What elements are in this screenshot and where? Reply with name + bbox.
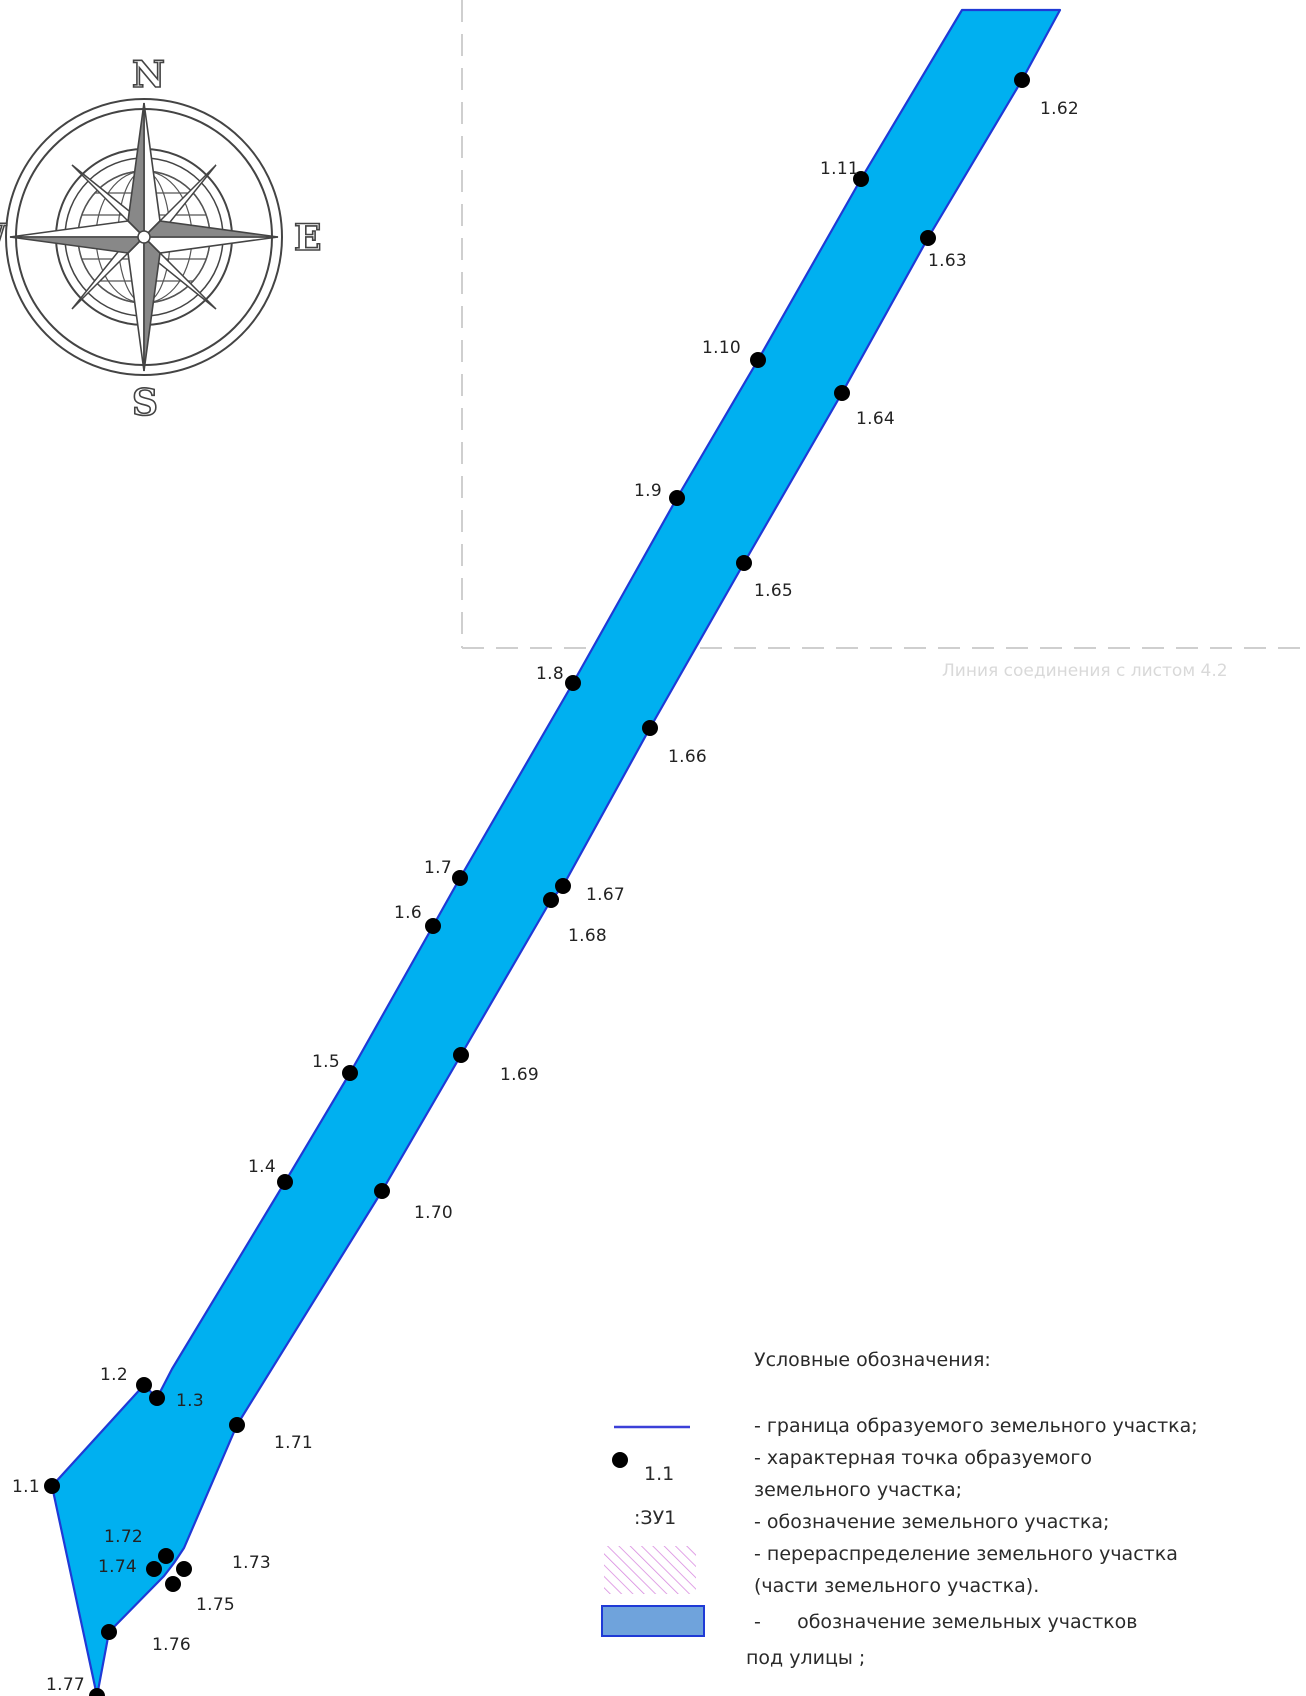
characteristic-points: [44, 72, 1030, 1696]
point-1-3[interactable]: [149, 1390, 165, 1406]
point-1-67[interactable]: [555, 878, 571, 894]
label-1-70: 1.70: [414, 1203, 453, 1223]
point-1-4[interactable]: [277, 1174, 293, 1190]
compass-north-letter: N: [132, 54, 165, 96]
compass-rose-icon: N E S W: [0, 53, 322, 425]
label-1-76: 1.76: [152, 1635, 191, 1655]
point-1-72[interactable]: [158, 1548, 174, 1564]
point-labels: 1.1 1.2 1.3 1.4 1.5 1.6 1.7 1.8 1.9 1.10…: [12, 99, 1079, 1695]
legend-line-4: - обозначение земельного участка;: [754, 1511, 1109, 1533]
point-1-1[interactable]: [44, 1478, 60, 1494]
point-1-11[interactable]: [853, 171, 869, 187]
legend: Условные обозначения: 1.1 :ЗУ1 - граница…: [601, 1349, 1198, 1669]
legend-title: Условные обозначения:: [754, 1349, 991, 1371]
point-1-77[interactable]: [89, 1688, 105, 1696]
point-1-75[interactable]: [165, 1576, 181, 1592]
point-1-71[interactable]: [229, 1417, 245, 1433]
legend-street-sample: [601, 1605, 705, 1637]
label-1-11: 1.11: [820, 159, 859, 179]
legend-line-2: - характерная точка образуемого: [754, 1447, 1092, 1469]
label-1-77: 1.77: [46, 1675, 85, 1695]
point-1-68[interactable]: [543, 892, 559, 908]
label-1-69: 1.69: [500, 1065, 539, 1085]
compass-west-letter: W: [0, 217, 7, 259]
point-1-8[interactable]: [565, 675, 581, 691]
point-1-64[interactable]: [834, 385, 850, 401]
label-1-8: 1.8: [536, 664, 564, 684]
label-1-62: 1.62: [1040, 99, 1079, 119]
point-1-2[interactable]: [136, 1377, 152, 1393]
label-1-72: 1.72: [104, 1527, 143, 1547]
sheet-connection-frame: [461, 0, 1306, 649]
label-1-7: 1.7: [424, 858, 452, 878]
label-1-10: 1.10: [702, 338, 741, 358]
point-1-7[interactable]: [452, 870, 468, 886]
point-1-9[interactable]: [669, 490, 685, 506]
label-1-5: 1.5: [312, 1052, 340, 1072]
point-1-66[interactable]: [642, 720, 658, 736]
connection-line-label: Линия соединения с листом 4.2: [942, 661, 1228, 681]
label-1-75: 1.75: [196, 1595, 235, 1615]
point-1-69[interactable]: [453, 1047, 469, 1063]
legend-line-1: - граница образуемого земельного участка…: [754, 1415, 1198, 1437]
label-1-9: 1.9: [634, 481, 662, 501]
legend-point-sample: [612, 1452, 628, 1468]
point-1-73[interactable]: [176, 1561, 192, 1577]
legend-line-3: земельного участка;: [754, 1479, 962, 1501]
point-1-62[interactable]: [1014, 72, 1030, 88]
label-1-73: 1.73: [232, 1553, 271, 1573]
legend-line-6: (части земельного участка).: [754, 1575, 1039, 1597]
point-1-76[interactable]: [101, 1624, 117, 1640]
label-1-63: 1.63: [928, 251, 967, 271]
point-1-6[interactable]: [425, 918, 441, 934]
label-1-3: 1.3: [176, 1391, 204, 1411]
label-1-71: 1.71: [274, 1433, 313, 1453]
legend-line-5: - перераспределение земельного участка: [754, 1543, 1178, 1565]
land-parcel-polygon: [50, 8, 1062, 1696]
label-1-4: 1.4: [248, 1157, 276, 1177]
legend-parcel-sample-label: :ЗУ1: [634, 1507, 676, 1529]
label-1-66: 1.66: [668, 747, 707, 767]
legend-line-7: - обозначение земельных участков: [754, 1611, 1137, 1633]
point-1-10[interactable]: [750, 352, 766, 368]
legend-line-8: под улицы ;: [746, 1647, 865, 1669]
point-1-63[interactable]: [920, 230, 936, 246]
label-1-67: 1.67: [586, 885, 625, 905]
label-1-64: 1.64: [856, 409, 895, 429]
label-1-1: 1.1: [12, 1477, 40, 1497]
label-1-74: 1.74: [98, 1557, 137, 1577]
label-1-6: 1.6: [394, 903, 422, 923]
legend-hatch-sample: [604, 1546, 696, 1594]
point-1-5[interactable]: [342, 1065, 358, 1081]
point-1-70[interactable]: [374, 1183, 390, 1199]
legend-point-sample-label: 1.1: [644, 1463, 674, 1485]
label-1-65: 1.65: [754, 581, 793, 601]
point-1-74[interactable]: [146, 1561, 162, 1577]
compass-east-letter: E: [294, 217, 321, 259]
compass-south-letter: S: [132, 382, 158, 424]
point-1-65[interactable]: [736, 555, 752, 571]
label-1-68: 1.68: [568, 926, 607, 946]
label-1-2: 1.2: [100, 1365, 128, 1385]
